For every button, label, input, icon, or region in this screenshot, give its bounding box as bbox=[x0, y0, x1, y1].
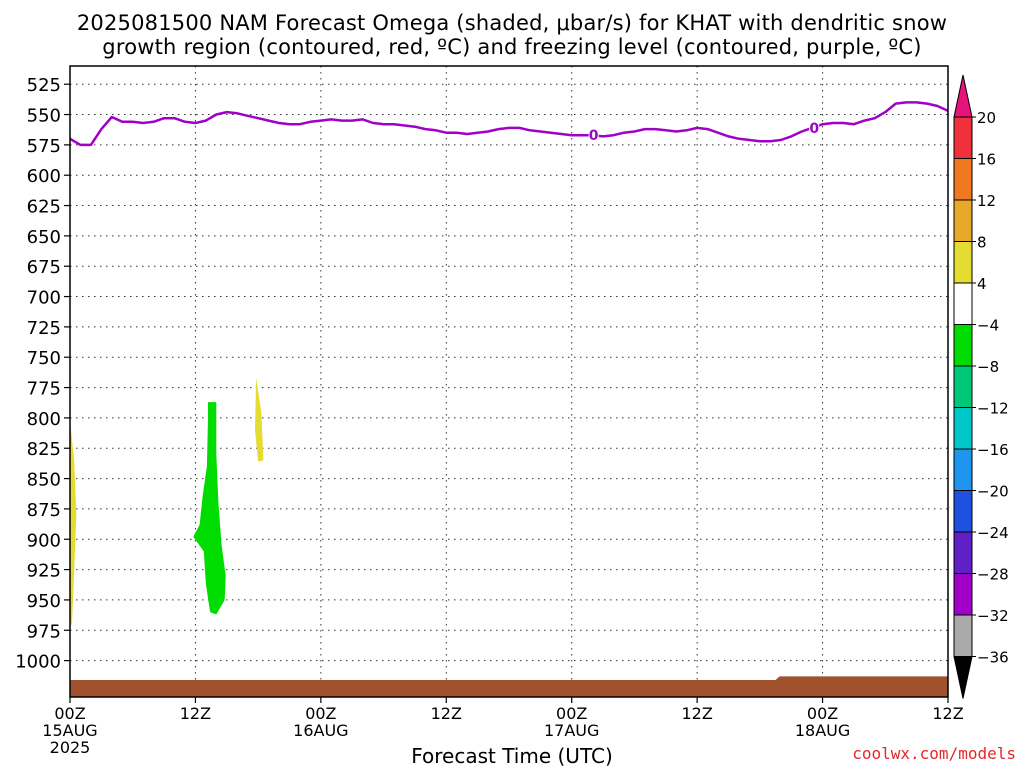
y-tick-label: 650 bbox=[27, 227, 61, 248]
freezing-level-line bbox=[69, 101, 949, 147]
colorbar-bin bbox=[953, 448, 973, 491]
x-tick-label: 16AUG bbox=[293, 721, 348, 740]
colorbar-bin bbox=[953, 407, 973, 450]
plot-frame bbox=[69, 65, 949, 698]
x-tick-label: 18AUG bbox=[795, 721, 850, 740]
y-axis: 525 550 575 600 625 650 675 700 725 750 775 800 825 8… bbox=[15, 75, 70, 673]
colorbar-label: −16 bbox=[977, 441, 1009, 459]
colorbar-label: −28 bbox=[977, 566, 1009, 584]
y-tick-label: 950 bbox=[27, 591, 61, 612]
colorbar-bin bbox=[953, 324, 973, 367]
y-tick-label: 925 bbox=[27, 561, 61, 582]
colorbar-bin bbox=[953, 116, 973, 159]
omega-shade-region-1 bbox=[70, 420, 77, 631]
y-tick-label: 850 bbox=[27, 470, 61, 491]
x-tick-label: 12Z bbox=[681, 704, 712, 723]
y-tick-label: 675 bbox=[27, 257, 61, 278]
colorbar-bin bbox=[953, 158, 973, 201]
colorbar-label: 20 bbox=[977, 109, 996, 127]
chart-title-line-1: 2025081500 NAM Forecast Omega (shaded, μ… bbox=[76, 11, 948, 35]
colorbar-bin bbox=[953, 531, 973, 574]
colorbar-bin bbox=[953, 573, 973, 616]
colorbar-label: −36 bbox=[977, 649, 1009, 667]
freezing-level-label: 0 bbox=[589, 128, 599, 144]
colorbar-label: −12 bbox=[977, 400, 1009, 418]
x-tick-label: 12Z bbox=[431, 704, 462, 723]
omega-shading bbox=[70, 377, 264, 631]
colorbar-label: 8 bbox=[977, 234, 987, 252]
colorbar-bin bbox=[953, 282, 973, 325]
chart-title-line-2: growth region (contoured, red, ºC) and f… bbox=[102, 35, 922, 59]
x-axis-title: Forecast Time (UTC) bbox=[411, 744, 613, 768]
x-tick-label: 12Z bbox=[932, 704, 963, 723]
colorbar: 20 16 12 8 4 −4 −8 −12 −16 −20 −24 −28 −32 −36 bbox=[953, 74, 1009, 699]
y-tick-label: 600 bbox=[27, 166, 61, 187]
y-tick-label: 775 bbox=[27, 379, 61, 400]
x-tick-label: 2025 bbox=[50, 738, 91, 757]
contour-label-bg bbox=[588, 128, 599, 143]
colorbar-label: 4 bbox=[977, 275, 987, 293]
x-tick-label: 00Z bbox=[556, 704, 587, 723]
x-tick-label: 00Z bbox=[54, 704, 85, 723]
y-tick-label: 900 bbox=[27, 530, 61, 551]
x-tick-label: 00Z bbox=[305, 704, 336, 723]
y-tick-label: 525 bbox=[27, 75, 61, 96]
omega-shade-region-2 bbox=[193, 402, 226, 615]
terrain-band bbox=[70, 676, 948, 697]
omega-shade-region-3 bbox=[255, 377, 264, 462]
contour-label-bg bbox=[809, 120, 820, 135]
freezing-level-label: 0 bbox=[809, 121, 819, 137]
colorbar-top-arrow bbox=[953, 74, 973, 118]
x-tick-label: 00Z bbox=[807, 704, 838, 723]
y-tick-label: 725 bbox=[27, 318, 61, 339]
y-tick-label: 550 bbox=[27, 106, 61, 127]
colorbar-bin bbox=[953, 241, 973, 284]
colorbar-label: −24 bbox=[977, 524, 1009, 542]
colorbar-label: 12 bbox=[977, 192, 996, 210]
y-tick-label: 800 bbox=[27, 409, 61, 430]
colorbar-bin bbox=[953, 199, 973, 242]
y-tick-label: 975 bbox=[27, 621, 61, 642]
y-tick-label: 1000 bbox=[15, 652, 61, 673]
colorbar-label: 16 bbox=[977, 151, 996, 169]
colorbar-label: −8 bbox=[977, 358, 999, 376]
colorbar-bin bbox=[953, 614, 973, 657]
terrain-fill bbox=[70, 676, 948, 697]
colorbar-label: −4 bbox=[977, 317, 999, 335]
y-tick-label: 575 bbox=[27, 136, 61, 157]
colorbar-bin bbox=[953, 365, 973, 408]
y-tick-label: 700 bbox=[27, 288, 61, 309]
x-tick-label: 12Z bbox=[180, 704, 211, 723]
y-tick-label: 825 bbox=[27, 439, 61, 460]
y-tick-label: 875 bbox=[27, 500, 61, 521]
x-tick-label: 17AUG bbox=[544, 721, 599, 740]
y-tick-label: 625 bbox=[27, 197, 61, 218]
colorbar-bottom-arrow bbox=[953, 656, 973, 699]
colorbar-label: −20 bbox=[977, 483, 1009, 501]
colorbar-bin bbox=[953, 490, 973, 533]
colorbar-label: −32 bbox=[977, 607, 1009, 625]
x-tick-label: 15AUG bbox=[42, 721, 97, 740]
credit-text: coolwx.com/models bbox=[852, 744, 1016, 763]
grid-lines bbox=[69, 66, 949, 697]
y-tick-label: 750 bbox=[27, 348, 61, 369]
